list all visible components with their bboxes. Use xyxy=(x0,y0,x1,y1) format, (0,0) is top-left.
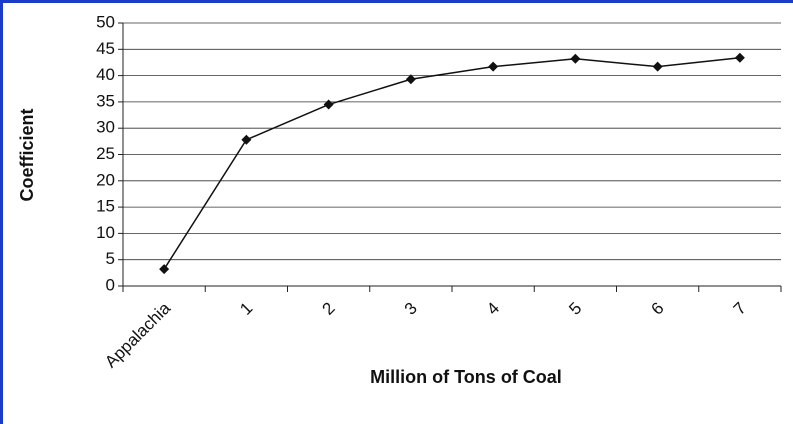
x-tick-label: 7 xyxy=(730,299,750,319)
y-tick-label: 20 xyxy=(96,170,115,189)
y-tick-label: 5 xyxy=(106,249,115,268)
marker xyxy=(734,52,745,63)
y-axis-title: Coefficient xyxy=(17,108,37,201)
y-tick-label: 45 xyxy=(96,39,115,58)
marker xyxy=(405,74,416,85)
marker xyxy=(323,99,334,110)
marker xyxy=(570,53,581,64)
y-tick-label: 15 xyxy=(96,197,115,216)
x-tick-label: 6 xyxy=(647,299,667,319)
y-tick-label: 40 xyxy=(96,65,115,84)
x-tick-label: 3 xyxy=(401,299,421,319)
x-tick-label: 2 xyxy=(318,299,338,319)
x-tick-label: 1 xyxy=(236,299,256,319)
y-tick-label: 50 xyxy=(96,12,115,31)
marker xyxy=(241,134,252,145)
y-tick-label: 30 xyxy=(96,118,115,137)
line xyxy=(163,56,740,270)
y-tick-label: 25 xyxy=(96,144,115,163)
x-axis-title: Million of Tons of Coal xyxy=(370,367,562,387)
x-tick-label: Appalachia xyxy=(101,298,174,371)
y-tick-label: 10 xyxy=(96,223,115,242)
marker xyxy=(652,61,663,72)
marker xyxy=(159,264,170,275)
y-tick-label: 0 xyxy=(106,275,115,294)
x-tick-label: 5 xyxy=(565,299,585,319)
y-tick-label: 35 xyxy=(96,91,115,110)
marker xyxy=(488,61,499,72)
x-tick-label: 4 xyxy=(483,299,503,319)
